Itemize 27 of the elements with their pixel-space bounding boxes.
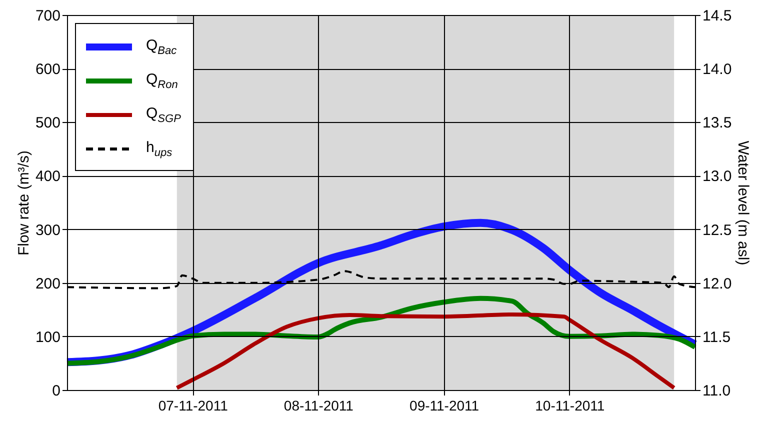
y2-tick-label: 14.5 xyxy=(702,8,732,24)
legend-label: Q$_{Ron}$ xyxy=(146,71,178,91)
y2-axis-title: Water level (m asl) xyxy=(734,140,752,266)
y-tick-label: 700 xyxy=(35,8,60,24)
y2-tick-label: 14.0 xyxy=(702,61,732,78)
y-tick-label: 0 xyxy=(52,382,60,400)
y2-tick-label: 13.0 xyxy=(702,168,732,186)
y-tick-label: 300 xyxy=(35,222,60,239)
legend-label: Q$_{SGP}$ xyxy=(146,105,181,125)
x-tick-label: 10-11-2011 xyxy=(535,398,605,414)
y2-tick-label: 11.0 xyxy=(702,382,731,400)
y-tick-label: 400 xyxy=(35,168,60,186)
y2-tick-label: 13.5 xyxy=(702,114,732,132)
y2-tick-label: 12.0 xyxy=(702,275,732,292)
y-axis-title: Flow rate (m³/s) xyxy=(15,150,32,256)
y-tick-label: 100 xyxy=(35,328,60,346)
line-series xyxy=(174,312,676,390)
legend-label: Q$_{Bac}$ xyxy=(146,37,177,57)
y-tick-label: 200 xyxy=(35,275,60,292)
y2-tick-label: 11.5 xyxy=(702,328,731,346)
y2-tick-label: 12.5 xyxy=(702,222,732,239)
x-tick-label: 09-11-2011 xyxy=(410,398,480,414)
x-tick-label: 07-11-2011 xyxy=(158,398,228,414)
x-tick-label: 08-11-2011 xyxy=(284,398,354,414)
legend-label: h$_{ups}$ xyxy=(146,139,172,159)
y-tick-label: 500 xyxy=(35,114,60,132)
y-tick-label: 600 xyxy=(35,61,60,78)
